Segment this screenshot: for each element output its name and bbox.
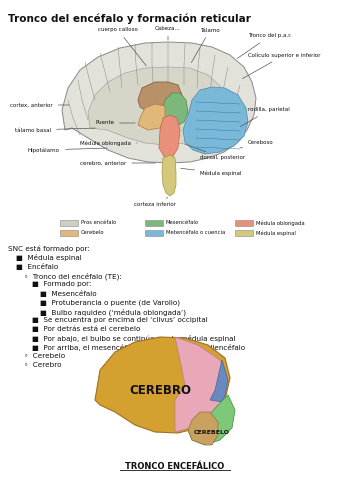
- Text: Tálamo: Tálamo: [191, 27, 220, 62]
- Polygon shape: [159, 115, 180, 158]
- Text: Mesencéfalo: Mesencéfalo: [166, 220, 199, 226]
- Polygon shape: [138, 104, 165, 130]
- Polygon shape: [162, 155, 176, 196]
- Bar: [235, 220, 253, 226]
- Text: SNC está formado por:: SNC está formado por:: [8, 245, 90, 252]
- Text: Médula oblongada: Médula oblongada: [256, 220, 305, 226]
- Polygon shape: [95, 337, 230, 433]
- Text: ■  Encéfalo: ■ Encéfalo: [16, 263, 58, 270]
- Text: Médula espinal: Médula espinal: [181, 168, 241, 176]
- Bar: [60, 230, 78, 236]
- Polygon shape: [210, 360, 228, 402]
- Bar: [145, 230, 163, 236]
- Text: ■  Por abajo, el bulbo se continúa con la médula espinal: ■ Por abajo, el bulbo se continúa con la…: [32, 335, 236, 342]
- Bar: [145, 220, 163, 226]
- Bar: [235, 230, 253, 236]
- Text: ■  Por arriba, el mesencéfalo se continúa con el diencéfalo: ■ Por arriba, el mesencéfalo se continúa…: [32, 344, 245, 351]
- Text: CEREBRO: CEREBRO: [129, 384, 191, 396]
- Text: CEREBELO: CEREBELO: [194, 431, 230, 435]
- Text: ■  Mesencéfalo: ■ Mesencéfalo: [40, 290, 97, 297]
- Text: Cabeza...: Cabeza...: [155, 25, 181, 40]
- Polygon shape: [138, 82, 182, 113]
- Text: cortex, anterior: cortex, anterior: [10, 103, 69, 108]
- Text: ■  Médula espinal: ■ Médula espinal: [16, 254, 82, 261]
- Text: ■  Protuberancia o puente (de Varolio): ■ Protuberancia o puente (de Varolio): [40, 299, 180, 305]
- Text: Cereboso: Cereboso: [240, 140, 274, 148]
- Text: Cerebelo: Cerebelo: [81, 230, 104, 236]
- Text: Médula oblongada: Médula oblongada: [80, 140, 137, 146]
- Text: rodilla, parietal: rodilla, parietal: [240, 108, 290, 127]
- Polygon shape: [188, 395, 235, 445]
- Text: Pros encéfalo: Pros encéfalo: [81, 220, 116, 226]
- Text: Metencéfalo o cuencia: Metencéfalo o cuencia: [166, 230, 225, 236]
- Text: TRONCO ENCEFÁLICO: TRONCO ENCEFÁLICO: [125, 462, 225, 471]
- Text: Tronco del encéfalo y formación reticular: Tronco del encéfalo y formación reticula…: [8, 14, 251, 24]
- Text: ◦  Cerebelo: ◦ Cerebelo: [24, 353, 65, 359]
- Text: cerebro, anterior: cerebro, anterior: [80, 160, 155, 166]
- Polygon shape: [188, 412, 218, 445]
- Text: Colículo superior e inferior: Colículo superior e inferior: [242, 52, 321, 79]
- Text: ■  Bulbo raquideo (‘médula oblongada’): ■ Bulbo raquideo (‘médula oblongada’): [40, 308, 186, 315]
- Polygon shape: [160, 93, 188, 127]
- Polygon shape: [88, 67, 226, 145]
- Text: ■  Se encuentra por encima del ‘clivus’ occipital: ■ Se encuentra por encima del ‘clivus’ o…: [32, 317, 208, 323]
- Text: Tronco del p.a.r.: Tronco del p.a.r.: [237, 34, 292, 59]
- Polygon shape: [175, 337, 228, 432]
- Text: ◦  Cerebro: ◦ Cerebro: [24, 362, 62, 368]
- Text: ■  Por detrás está el cerebelo: ■ Por detrás está el cerebelo: [32, 326, 140, 333]
- Text: tálamo basal: tálamo basal: [15, 128, 95, 132]
- Text: corteza inferior: corteza inferior: [134, 197, 176, 207]
- Text: Puente: Puente: [95, 120, 135, 125]
- Text: cuerpo calloso: cuerpo calloso: [98, 27, 146, 66]
- Polygon shape: [62, 42, 256, 163]
- Bar: [60, 220, 78, 226]
- Polygon shape: [183, 87, 248, 154]
- Text: ◦  Tronco del encéfalo (TE):: ◦ Tronco del encéfalo (TE):: [24, 272, 122, 279]
- Text: ■  Formado por:: ■ Formado por:: [32, 281, 91, 287]
- Text: Médula espinal: Médula espinal: [256, 230, 296, 236]
- Text: Hipotálamo: Hipotálamo: [28, 147, 107, 153]
- Text: dorsal, posterior: dorsal, posterior: [185, 144, 245, 160]
